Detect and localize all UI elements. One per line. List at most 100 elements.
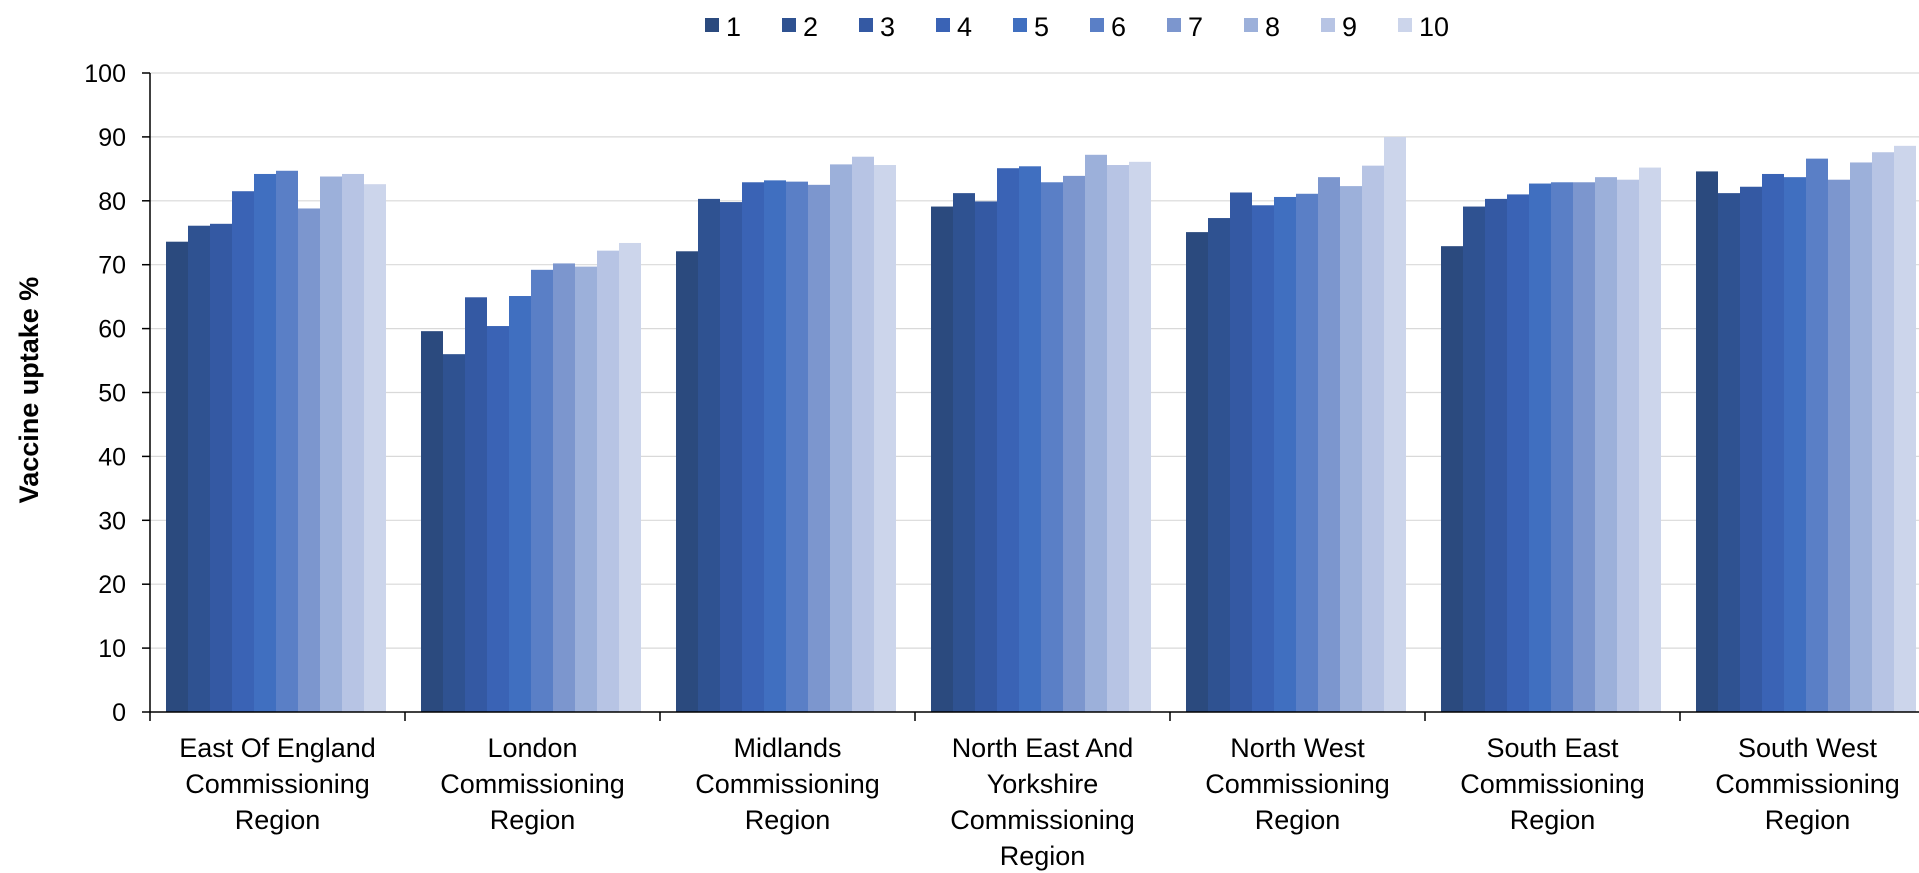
bar-series-2 bbox=[698, 198, 720, 712]
bar-series-9 bbox=[1107, 165, 1129, 713]
bar-series-1 bbox=[676, 251, 698, 712]
bar-series-5 bbox=[764, 180, 786, 713]
bar-series-10 bbox=[619, 242, 641, 712]
legend-swatch-10 bbox=[1398, 18, 1412, 32]
bar-series-1 bbox=[931, 206, 953, 712]
legend-label-5: 5 bbox=[1034, 12, 1049, 42]
legend-label-3: 3 bbox=[880, 12, 895, 42]
bar-series-6 bbox=[276, 170, 298, 713]
legend-label-2: 2 bbox=[803, 12, 818, 42]
bar-series-9 bbox=[342, 173, 364, 712]
bar-series-2 bbox=[1208, 218, 1230, 713]
bar-series-5 bbox=[1529, 183, 1551, 712]
x-category-labels: East Of England Commissioning Region London… bbox=[179, 733, 1900, 871]
bar-series-6 bbox=[786, 181, 808, 712]
bar-series-5 bbox=[1019, 166, 1041, 712]
y-tick-label: 90 bbox=[98, 124, 126, 152]
category-label: North West Commissioning Region bbox=[1205, 733, 1390, 835]
bar-series-7 bbox=[808, 184, 830, 712]
y-axis-label: Vaccine uptake % bbox=[14, 277, 44, 504]
bar-series-8 bbox=[1085, 154, 1107, 713]
bar-series-1 bbox=[1186, 232, 1208, 712]
bar-series-2 bbox=[953, 193, 975, 712]
bar-series-5 bbox=[1784, 177, 1806, 713]
bar-series-8 bbox=[320, 176, 342, 712]
bar-series-4 bbox=[1762, 173, 1784, 712]
bar-series-6 bbox=[1551, 182, 1573, 713]
legend-label-7: 7 bbox=[1188, 12, 1203, 42]
bar-series-8 bbox=[1595, 177, 1617, 713]
axes bbox=[149, 73, 1919, 721]
y-tick-label: 70 bbox=[98, 252, 126, 280]
bar-series-4 bbox=[997, 168, 1019, 712]
bar-series-7 bbox=[1573, 182, 1595, 713]
bar-series-2 bbox=[443, 354, 465, 712]
legend-swatch-7 bbox=[1167, 18, 1181, 32]
bar-series-3 bbox=[1740, 186, 1762, 712]
bar-series-6 bbox=[531, 269, 553, 712]
bar-series-10 bbox=[1639, 167, 1661, 712]
bar-series-3 bbox=[720, 202, 742, 712]
legend-swatch-4 bbox=[936, 18, 950, 32]
legend-swatch-9 bbox=[1321, 18, 1335, 32]
bar-series-6 bbox=[1041, 182, 1063, 713]
legend: 1 2 3 4 5 6 7 8 9 10 bbox=[705, 12, 1449, 42]
bar-series-10 bbox=[1894, 145, 1916, 712]
bar-series-3 bbox=[975, 201, 997, 712]
bar-series-3 bbox=[210, 223, 232, 712]
bar-series-8 bbox=[1850, 162, 1872, 712]
legend-label-6: 6 bbox=[1111, 12, 1126, 42]
y-tick-label: 0 bbox=[112, 699, 126, 727]
bar-series-9 bbox=[1872, 152, 1894, 713]
bar-series-3 bbox=[1230, 192, 1252, 713]
y-tick-labels: 0 10 20 30 40 50 60 70 80 90 100 bbox=[84, 60, 126, 727]
legend-swatch-5 bbox=[1013, 18, 1027, 32]
bar-series-3 bbox=[465, 297, 487, 712]
bar-series-7 bbox=[298, 208, 320, 712]
category-label: North East And Yorkshire Commissioning Regi… bbox=[950, 733, 1135, 871]
bar-series-5 bbox=[509, 296, 531, 712]
legend-swatch-6 bbox=[1090, 18, 1104, 32]
legend-label-10: 10 bbox=[1419, 12, 1449, 42]
bar-series-1 bbox=[166, 241, 188, 713]
bar-series-8 bbox=[1340, 186, 1362, 712]
y-tick-label: 10 bbox=[98, 635, 126, 663]
bar-series-5 bbox=[1274, 196, 1296, 712]
bar-series-1 bbox=[421, 331, 443, 712]
bar-series-4 bbox=[232, 191, 254, 713]
category-label: Midlands Commissioning Region bbox=[695, 733, 880, 835]
category-label: South East Commissioning Region bbox=[1460, 733, 1645, 835]
bar-series-1 bbox=[1696, 171, 1718, 712]
y-tick-label: 40 bbox=[98, 443, 126, 471]
bar-series-4 bbox=[487, 326, 509, 712]
bar-series-4 bbox=[1507, 194, 1529, 712]
bar-series-7 bbox=[1063, 175, 1085, 712]
bar-series-1 bbox=[1441, 246, 1463, 712]
bar-series-8 bbox=[830, 164, 852, 712]
bar-series-4 bbox=[742, 182, 764, 713]
bar-series-10 bbox=[874, 165, 896, 713]
category-label: East Of England Commissioning Region bbox=[179, 733, 376, 835]
legend-swatch-2 bbox=[782, 18, 796, 32]
bar-series-10 bbox=[1384, 136, 1406, 712]
y-tick-label: 50 bbox=[98, 380, 126, 408]
y-tick-label: 30 bbox=[98, 507, 126, 535]
legend-swatch-1 bbox=[705, 18, 719, 32]
y-tick-label: 20 bbox=[98, 571, 126, 599]
legend-label-1: 1 bbox=[726, 12, 741, 42]
bars bbox=[166, 136, 1916, 713]
legend-label-9: 9 bbox=[1342, 12, 1357, 42]
legend-swatch-3 bbox=[859, 18, 873, 32]
bar-series-2 bbox=[188, 225, 210, 712]
bar-series-5 bbox=[254, 173, 276, 712]
bar-series-7 bbox=[1828, 179, 1850, 712]
bar-series-6 bbox=[1296, 193, 1318, 712]
bar-series-8 bbox=[575, 266, 597, 712]
bar-series-2 bbox=[1463, 206, 1485, 712]
bar-series-9 bbox=[852, 156, 874, 713]
legend-swatch-8 bbox=[1244, 18, 1258, 32]
legend-label-4: 4 bbox=[957, 12, 972, 42]
bar-series-2 bbox=[1718, 193, 1740, 712]
category-label: London Commissioning Region bbox=[440, 733, 625, 835]
